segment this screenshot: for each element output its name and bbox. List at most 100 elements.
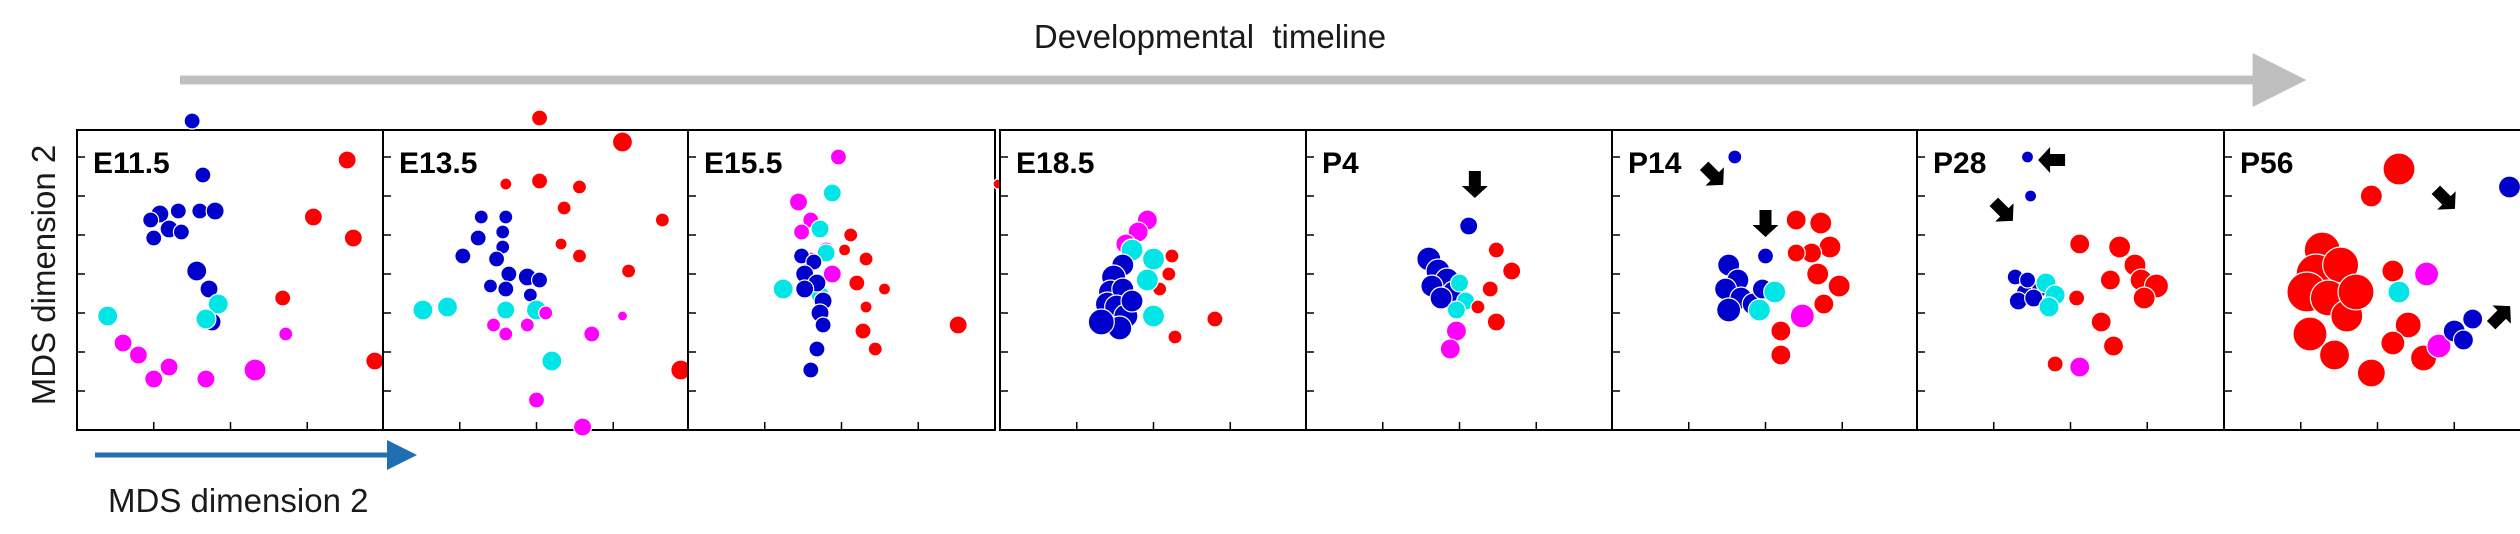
tick-marks	[1306, 156, 1537, 430]
point-red	[1481, 280, 1499, 298]
point-magenta	[196, 369, 216, 389]
point-red	[1502, 261, 1522, 281]
tick-marks	[2224, 156, 2455, 430]
point-blue	[2024, 288, 2044, 308]
point-red	[1770, 344, 1792, 366]
point-cyan	[772, 278, 794, 300]
panel-title: E13.5	[399, 147, 477, 180]
point-red	[843, 227, 859, 243]
point-red	[2292, 316, 2328, 352]
point-blue	[191, 202, 209, 220]
point-blue	[183, 112, 201, 130]
point-red	[2102, 335, 2125, 357]
point-blue	[1727, 149, 1743, 165]
panel-8: P56	[2223, 129, 2520, 431]
point-red	[2090, 311, 2112, 333]
tick-marks	[1000, 156, 1231, 430]
point-cyan	[810, 219, 830, 239]
point-cyan	[1446, 300, 1467, 320]
marker-arrow	[1461, 171, 1488, 198]
point-magenta	[2426, 333, 2452, 359]
point-blue	[473, 209, 489, 225]
panel-frame	[687, 129, 996, 431]
panel-title: P14	[1628, 147, 1682, 180]
point-blue	[145, 229, 163, 247]
point-magenta	[519, 317, 535, 333]
point-red	[2318, 339, 2351, 371]
point-blue	[2452, 329, 2475, 351]
point-red	[1487, 241, 1505, 259]
tick-marks	[688, 156, 919, 430]
point-red	[1818, 235, 1842, 259]
point-magenta	[527, 391, 546, 409]
point-red	[2068, 289, 2086, 307]
point-red	[611, 131, 634, 153]
point-red	[877, 282, 892, 296]
point-red	[303, 207, 323, 227]
point-magenta	[2414, 261, 2440, 287]
point-cyan	[2387, 280, 2411, 304]
panel-5: P4	[1305, 129, 1614, 431]
point-magenta	[485, 317, 502, 333]
point-red	[556, 200, 572, 216]
panel-frame	[76, 129, 385, 431]
point-red	[1806, 262, 1830, 286]
panel-title: E15.5	[704, 147, 782, 180]
point-cyan	[541, 350, 563, 372]
point-red	[571, 179, 588, 195]
point-red	[1786, 243, 1806, 263]
panel-3: E15.5	[687, 129, 1004, 431]
point-magenta	[792, 223, 811, 241]
point-blue	[172, 223, 190, 241]
point-blue	[1716, 297, 1742, 323]
point-red	[2380, 330, 2406, 356]
point-red	[2108, 235, 2132, 259]
point-red	[1164, 248, 1180, 264]
point-magenta	[128, 345, 148, 365]
point-red	[274, 289, 292, 307]
point-magenta	[278, 326, 294, 342]
marker-arrow	[1989, 197, 2014, 222]
point-blue	[194, 166, 212, 184]
point-cyan	[1747, 298, 1771, 322]
point-blue	[495, 224, 511, 240]
point-blue	[487, 250, 506, 268]
point-cyan	[436, 296, 459, 318]
point-red	[1770, 320, 1792, 342]
point-blue	[497, 280, 515, 298]
panel-1: E11.5	[76, 112, 385, 431]
point-magenta	[144, 369, 164, 389]
marker-arrow	[2431, 185, 2456, 210]
point-red	[1486, 312, 1506, 332]
point-red	[2356, 358, 2386, 388]
point-blue	[802, 361, 820, 379]
point-red	[343, 228, 363, 248]
point-magenta	[1789, 303, 1815, 329]
point-red	[2132, 286, 2156, 310]
point-red	[858, 251, 874, 267]
point-blue	[795, 279, 815, 299]
point-red	[1470, 299, 1486, 315]
point-magenta	[159, 357, 179, 377]
point-blue	[1087, 308, 1115, 336]
point-red	[2046, 355, 2064, 373]
point-red	[1206, 310, 1224, 328]
point-blue	[186, 260, 208, 282]
point-blue	[482, 278, 499, 294]
point-cyan	[1449, 273, 1470, 293]
point-blue	[2462, 308, 2484, 330]
point-blue	[814, 316, 832, 334]
point-red	[2337, 273, 2375, 311]
panel-title: E11.5	[93, 147, 170, 180]
panel-frame	[1916, 129, 2225, 431]
point-cyan	[1135, 268, 1159, 292]
scatter-points	[1416, 216, 1522, 360]
panel-4: E18.5	[999, 129, 1308, 431]
point-red	[1161, 266, 1177, 282]
point-cyan	[412, 299, 434, 321]
panel-title: E18.5	[1016, 147, 1094, 180]
point-blue	[2020, 150, 2035, 164]
tick-marks	[1612, 156, 1843, 430]
marker-arrow	[2486, 305, 2511, 330]
